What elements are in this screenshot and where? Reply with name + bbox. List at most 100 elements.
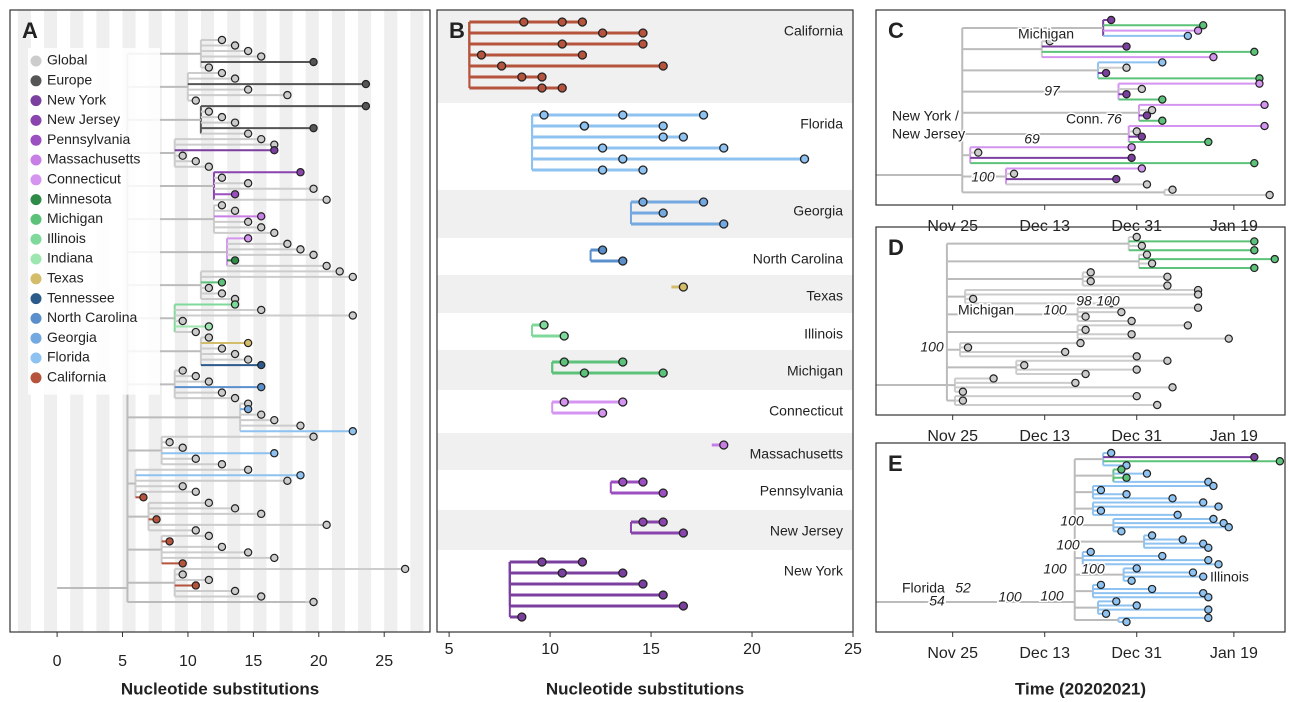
tip [1122, 63, 1131, 72]
tip [243, 46, 253, 56]
tip [1158, 116, 1167, 125]
tip [1250, 452, 1259, 462]
tip [1137, 241, 1147, 251]
tip [270, 449, 279, 458]
row-label: Connecticut [769, 403, 843, 419]
tip [270, 228, 279, 238]
legend-box [28, 48, 160, 395]
tip [1204, 137, 1213, 147]
tip [230, 504, 240, 513]
tip [618, 357, 628, 367]
tip [658, 208, 668, 218]
tip [597, 245, 608, 255]
tip [1106, 15, 1116, 25]
annotation: 69 [1024, 131, 1040, 147]
stripe [331, 10, 345, 632]
tip [557, 17, 567, 27]
tip [678, 282, 689, 292]
tip [557, 83, 567, 93]
legend-swatch [30, 253, 42, 265]
tip [230, 41, 240, 50]
tip [191, 581, 200, 590]
tip [257, 223, 266, 232]
tip [230, 393, 240, 403]
row-label: Michigan [787, 363, 843, 379]
legend-swatch [30, 134, 42, 146]
tip [309, 432, 318, 441]
tip [968, 294, 978, 304]
tip [698, 197, 709, 207]
legend-label: Europe [47, 72, 92, 88]
tip [1178, 535, 1187, 544]
annotation: New Jersey [892, 126, 965, 142]
tip [217, 344, 227, 353]
legend-swatch [30, 312, 42, 324]
tip [296, 245, 305, 254]
row-label: Texas [806, 288, 843, 304]
x-tick-label: 20 [310, 653, 328, 670]
stripe [227, 10, 241, 632]
tip [799, 154, 810, 164]
tip [1260, 100, 1269, 110]
x-tick-label: 5 [118, 653, 127, 670]
tip [217, 388, 227, 397]
x-tick-label: 10 [541, 641, 559, 658]
tip [361, 101, 371, 111]
tip [517, 72, 527, 82]
tip [1122, 42, 1131, 51]
tip [296, 421, 305, 430]
tip [217, 460, 227, 469]
tip [257, 592, 266, 601]
tip [1204, 613, 1213, 623]
tip [1137, 132, 1147, 141]
tip [1209, 481, 1218, 491]
tip [296, 168, 305, 177]
tip [230, 118, 240, 127]
tip [1250, 158, 1259, 168]
tip [1127, 153, 1136, 163]
tip [178, 316, 187, 326]
tip [1147, 259, 1157, 268]
x-tick-label: Dec 13 [1019, 428, 1070, 445]
tip [537, 83, 547, 93]
tip [658, 121, 668, 131]
tip [476, 50, 487, 60]
tip [1132, 352, 1141, 361]
legend-swatch [30, 55, 42, 67]
row-band [437, 275, 853, 313]
tip [1193, 303, 1203, 312]
x-tick-label: 20 [743, 641, 761, 658]
stripe [410, 10, 424, 632]
tip [1122, 473, 1131, 482]
panel-letter: E [888, 451, 903, 476]
tip [243, 338, 253, 348]
tip [191, 96, 200, 105]
annotation: 98 [1076, 293, 1092, 309]
legend-swatch [30, 372, 42, 384]
tip [638, 197, 648, 207]
tip [191, 526, 200, 535]
tip [1081, 325, 1090, 335]
tip [335, 267, 344, 276]
tip [579, 368, 590, 378]
tip [309, 57, 318, 67]
tip [958, 387, 968, 396]
tip [348, 272, 358, 282]
tip [230, 74, 240, 83]
tip [1086, 268, 1095, 277]
tip [1045, 37, 1055, 46]
row-label: Florida [800, 116, 843, 132]
legend-label: New Jersey [47, 111, 120, 127]
tip [270, 145, 279, 155]
tip [597, 143, 608, 153]
tip [618, 568, 628, 578]
tip [698, 110, 709, 120]
tip [1142, 111, 1152, 120]
annotation: 100 [971, 169, 995, 185]
tip [1270, 254, 1279, 264]
tip [597, 28, 608, 38]
tip [537, 557, 547, 567]
x-tick-label: Dec 31 [1111, 428, 1162, 445]
tip [1132, 564, 1141, 573]
stripe [384, 10, 398, 632]
